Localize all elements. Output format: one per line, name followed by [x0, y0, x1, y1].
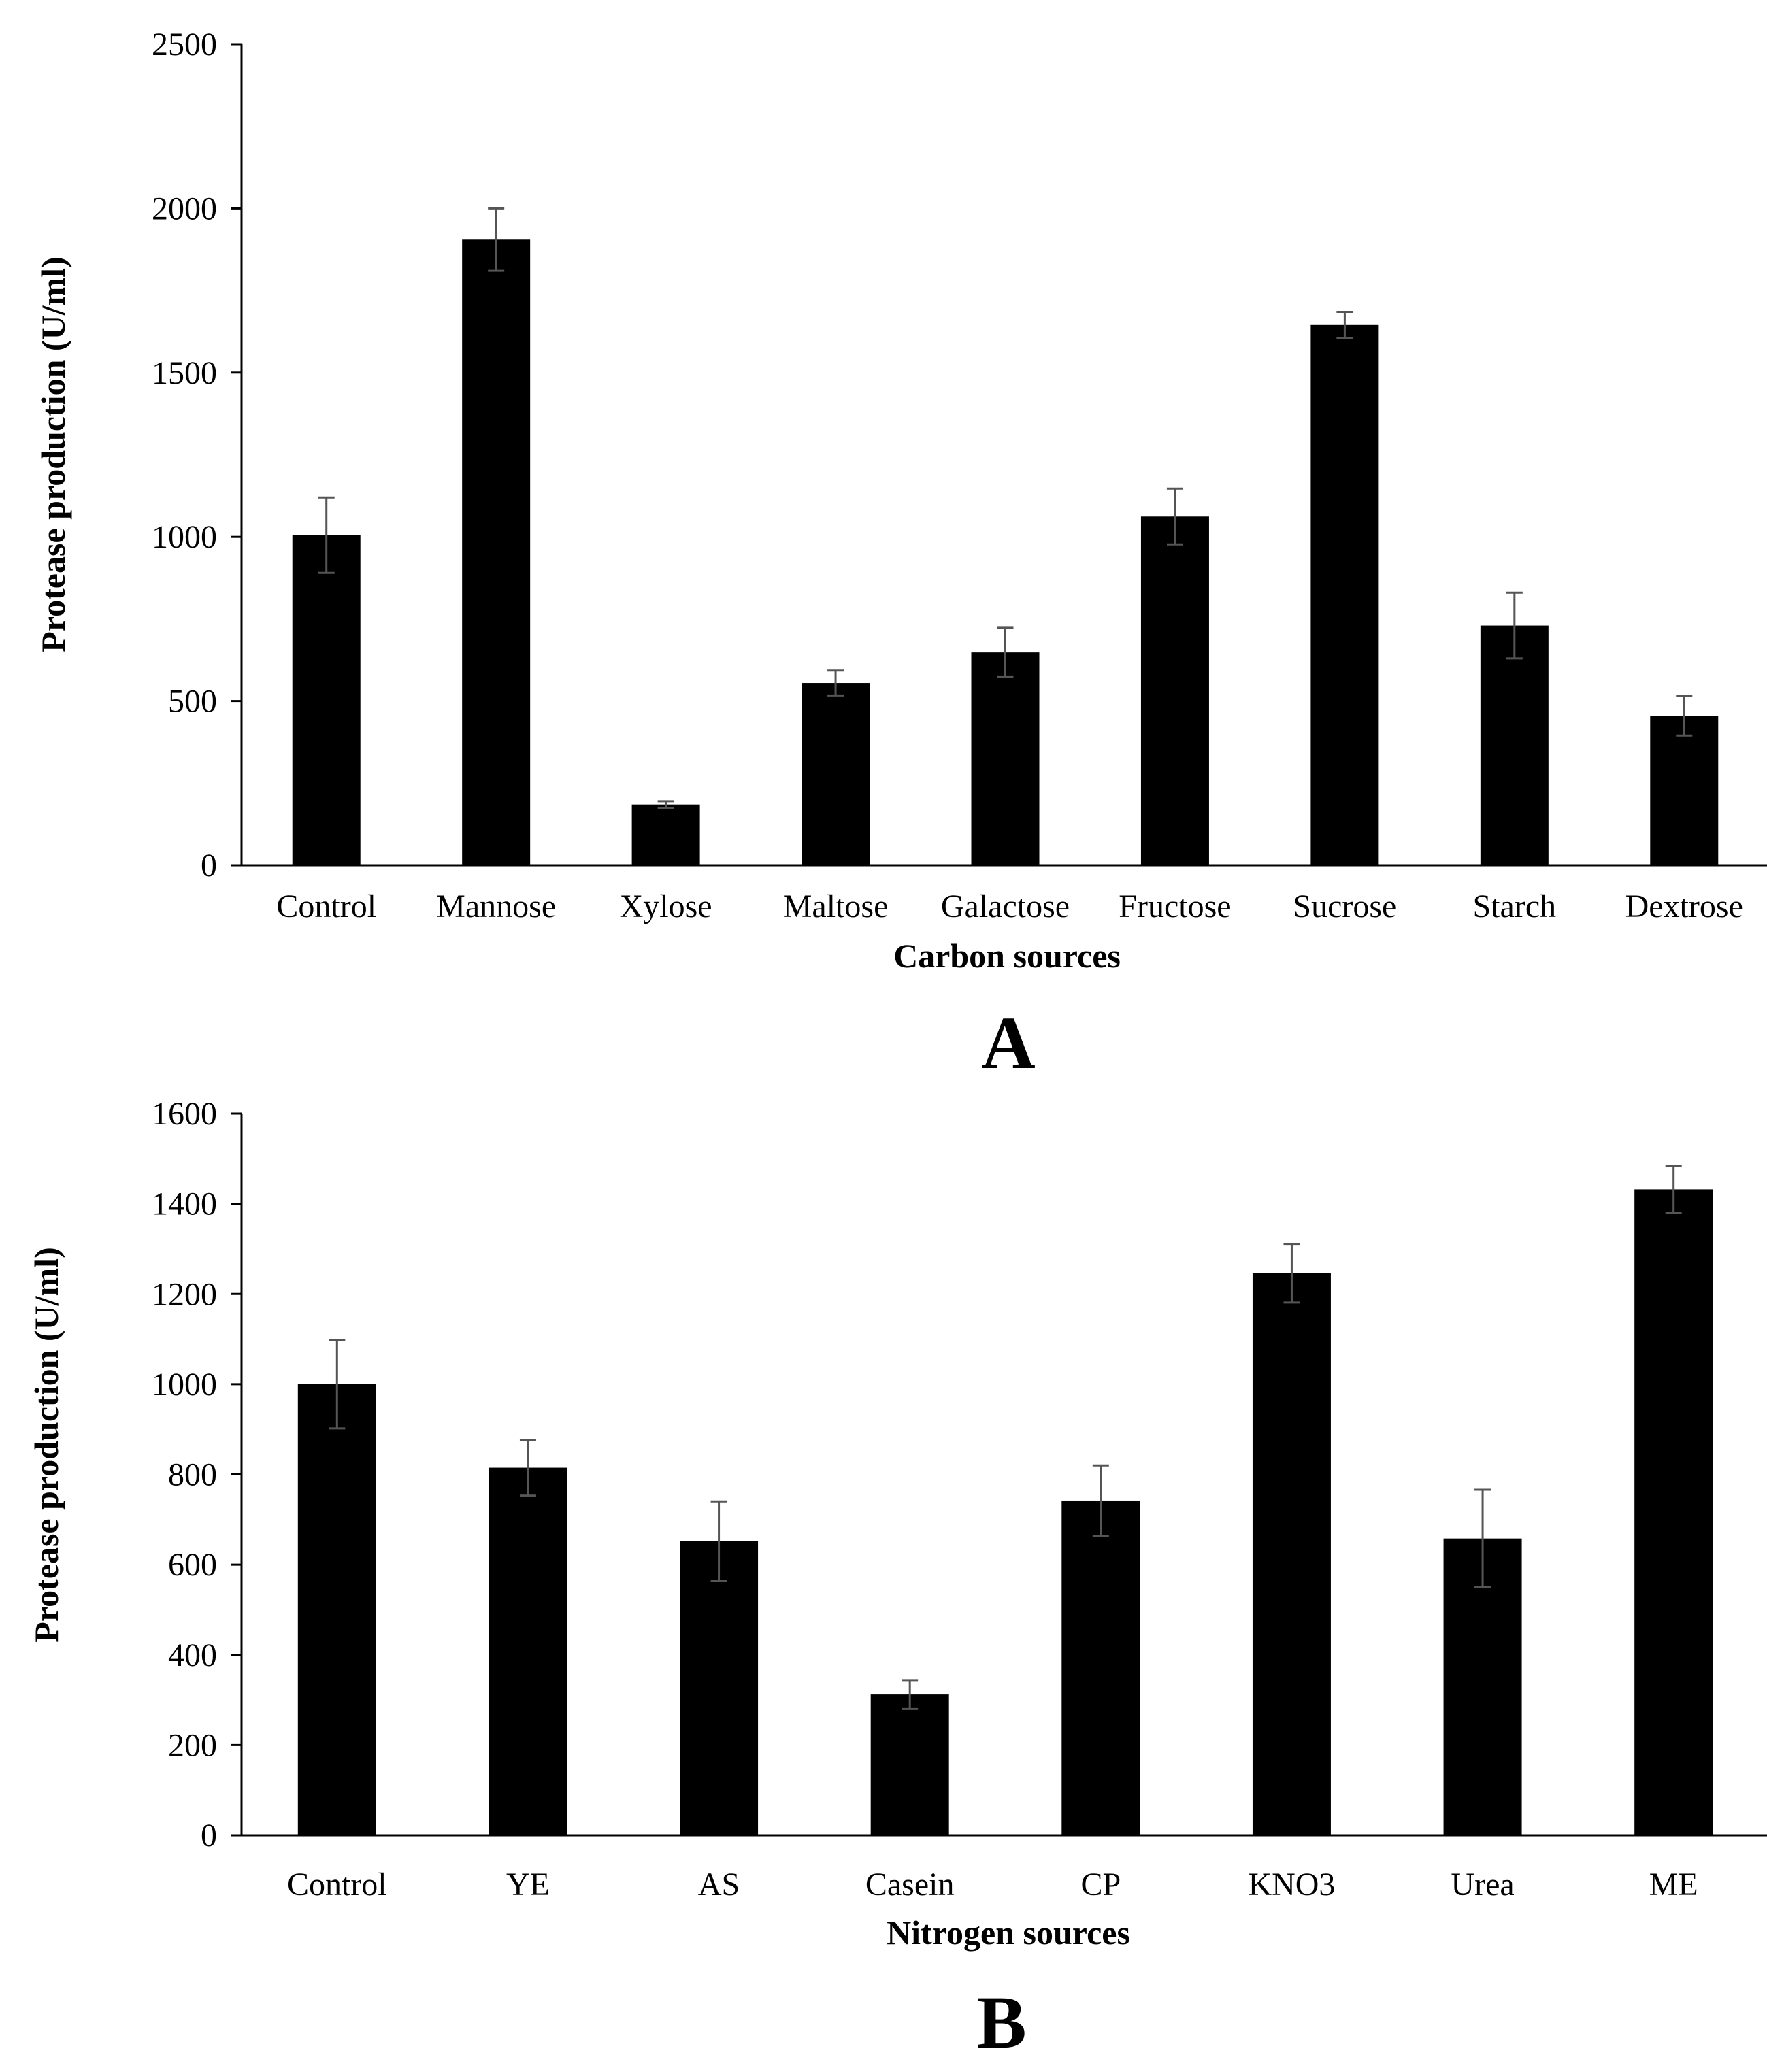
panel-a-bar	[971, 652, 1040, 865]
panel-b-bar	[870, 1694, 949, 1835]
panel-a-bar	[1480, 625, 1549, 865]
panel-a-category-label: Dextrose	[1625, 888, 1743, 924]
panel-a-category-label: Mannose	[436, 888, 556, 924]
panel-b-bar	[297, 1384, 376, 1835]
panel-b-bar	[1634, 1189, 1713, 1835]
panel-a-chart: 0 500 1000 1500 2000 2500 Control Mannose Xylose…	[34, 27, 1767, 1084]
panel-b-category-label: CP	[1080, 1867, 1121, 1903]
panel-a-y-tick-label: 0	[201, 848, 217, 884]
panel-b-category-label: YE	[506, 1867, 550, 1903]
panel-a-y-tick-label: 2500	[152, 27, 217, 63]
panel-b-bars	[297, 1165, 1713, 1835]
panel-b-x-axis-title: Nitrogen sources	[887, 1914, 1130, 1952]
panel-a-bar	[1140, 516, 1209, 865]
panel-b-y-tick-label: 1200	[152, 1276, 217, 1312]
panel-b-bar	[489, 1467, 567, 1835]
panel-b-y-tick-label: 200	[168, 1727, 217, 1763]
panel-b-chart: 0 200 400 600 800 1000 1200 1400 1600 Control YE AS…	[27, 1096, 1767, 2064]
panel-a-x-axis-title: Carbon sources	[893, 937, 1121, 975]
panel-b-letter: B	[976, 1981, 1026, 2064]
panel-b-y-tick-label: 1000	[152, 1367, 217, 1403]
panel-a-category-label: Maltose	[783, 888, 889, 924]
panel-a-bar	[1650, 716, 1719, 865]
panel-a-category-label: Fructose	[1119, 888, 1231, 924]
panel-b-y-tick-label: 1400	[152, 1186, 217, 1222]
panel-a-axes: 0 500 1000 1500 2000 2500 Control Mannose Xylose…	[152, 27, 1767, 924]
panel-b-category-label: ME	[1649, 1867, 1698, 1903]
panel-b-y-tick-label: 600	[168, 1547, 217, 1583]
panel-b-y-axis-title: Protease production (U/ml)	[27, 1247, 65, 1642]
panel-a-bar	[292, 535, 361, 865]
panel-b-y-tick-label: 400	[168, 1637, 217, 1673]
panel-a-y-tick-label: 1500	[152, 355, 217, 391]
panel-b-category-label: Casein	[865, 1867, 955, 1903]
panel-b-bar	[680, 1541, 759, 1835]
panel-b-category-label: AS	[698, 1867, 740, 1903]
panel-b-bar	[1252, 1273, 1331, 1835]
panel-a-category-label: Sucrose	[1293, 888, 1396, 924]
panel-b-y-tick-label: 800	[168, 1457, 217, 1493]
panel-a-bar	[802, 683, 870, 865]
panel-b-axes: 0 200 400 600 800 1000 1200 1400 1600 Control YE AS…	[152, 1096, 1767, 1903]
panel-b-y-tick-label: 1600	[152, 1096, 217, 1132]
panel-a-bars	[292, 207, 1719, 865]
panel-a-bar	[1310, 324, 1379, 865]
panel-b-bar	[1061, 1500, 1140, 1835]
panel-a-bar	[631, 804, 700, 865]
panel-a-category-label: Xylose	[620, 888, 712, 924]
panel-a-y-tick-label: 1000	[152, 519, 217, 555]
panel-b-y-tick-label: 0	[201, 1818, 217, 1854]
panel-a-letter: A	[981, 1001, 1035, 1084]
panel-b-category-label: KNO3	[1248, 1867, 1335, 1903]
panel-b-category-label: Control	[287, 1867, 387, 1903]
panel-a-y-tick-label: 2000	[152, 190, 217, 227]
panel-a-category-label: Starch	[1473, 888, 1557, 924]
panel-a-category-label: Galactose	[941, 888, 1070, 924]
panel-a-category-label: Control	[276, 888, 376, 924]
panel-a-bar	[462, 239, 531, 865]
panel-b-category-label: Urea	[1451, 1867, 1514, 1903]
panel-a-y-tick-label: 500	[168, 684, 217, 720]
panel-a-y-axis-title: Protease production (U/ml)	[34, 256, 72, 652]
